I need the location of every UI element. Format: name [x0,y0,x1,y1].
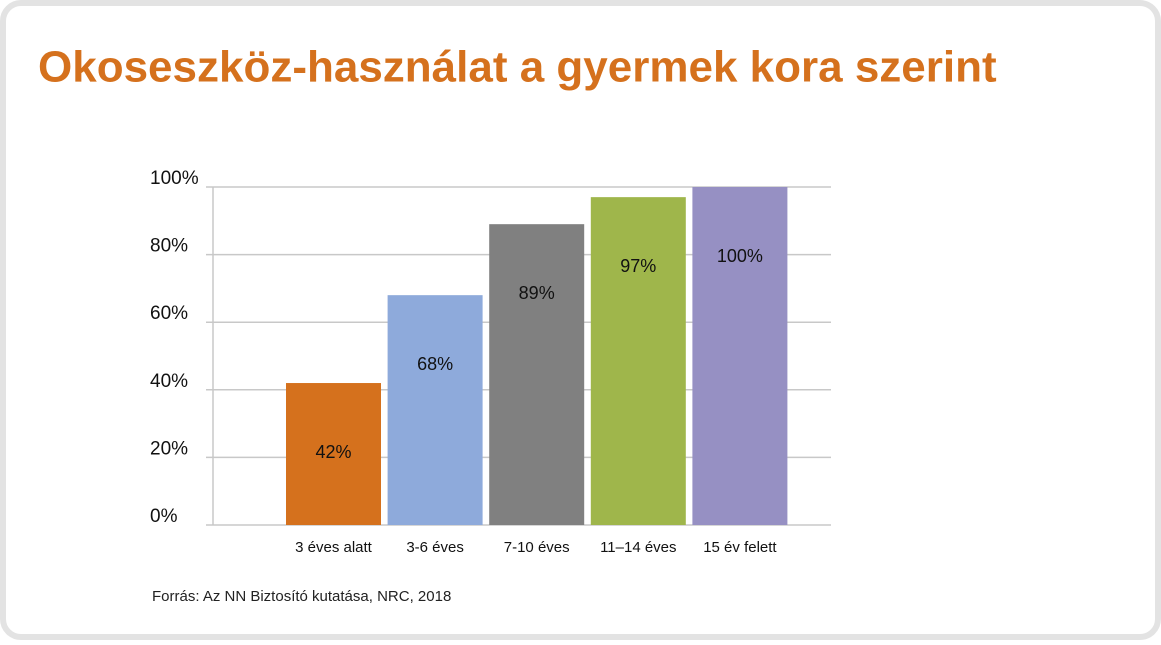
chart-title: Okoseszköz-használat a gyermek kora szer… [38,43,997,92]
data-label: 68% [417,354,453,374]
bar [489,224,585,525]
x-tick-label: 11–14 éves [600,539,676,556]
y-tick-label: 40% [150,371,188,392]
data-label: 89% [519,283,555,303]
x-tick-label: 7-10 éves [504,539,570,556]
x-tick-label: 3 éves alatt [295,539,373,556]
y-tick-label: 60% [150,303,188,324]
y-tick-label: 80% [150,236,188,257]
data-label: 42% [315,442,351,462]
bar [692,187,788,525]
bar [286,383,381,525]
data-label: 100% [717,246,763,266]
x-tick-label: 15 év felett [703,539,777,556]
data-label: 97% [620,256,656,276]
bar [590,197,686,525]
x-tick-label: 3-6 éves [406,539,464,556]
bar [387,295,483,525]
source: Forrás: Az NN Biztosító kutatása, NRC, 2… [152,588,451,605]
y-tick-label: 0% [150,506,178,527]
y-tick-label: 20% [150,438,188,459]
y-tick-label: 100% [150,168,199,189]
